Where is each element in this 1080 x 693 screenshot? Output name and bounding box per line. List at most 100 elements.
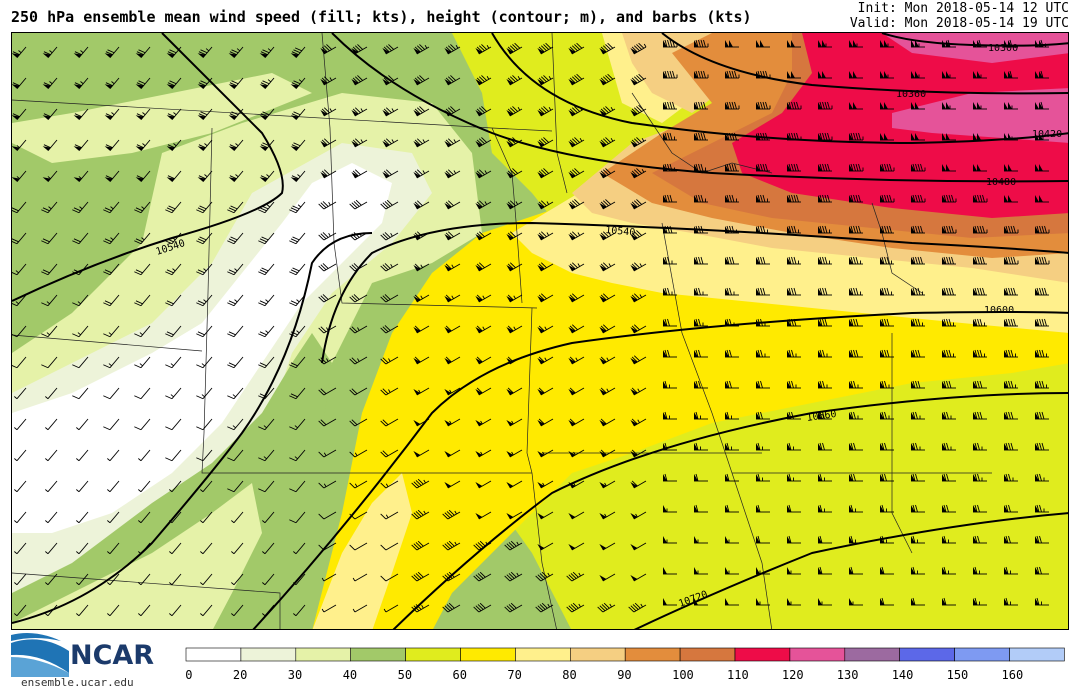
wind-barb [262,542,275,555]
wind-barb [76,542,89,555]
wind-barb [444,75,461,86]
wind-barb [630,511,647,520]
wind-barb [380,232,399,241]
contour-label: 10540 [605,225,636,239]
wind-barb [942,566,956,575]
wind-barb [196,232,213,245]
wind-barb [663,101,677,110]
wind-barb [756,70,771,79]
wind-barb [504,602,523,613]
wind-barb [104,46,120,59]
ncar-swoosh-icon [11,633,69,677]
wind-barb [444,325,461,334]
wind-barb [725,567,739,575]
wind-barb [973,442,987,451]
wind-barb [165,294,182,307]
wind-barb [134,232,151,245]
fill-120-130 [882,33,1068,63]
wind-barb [45,604,58,617]
wind-barb [1004,380,1018,389]
wind-barb [45,449,58,462]
wind-barb [1035,70,1049,79]
wind-barb [537,137,554,148]
wind-barb [41,325,58,338]
wind-barb [165,449,182,462]
wind-barb [12,108,27,121]
wind-barb [14,480,27,493]
wind-barb [849,566,863,575]
wind-barb [444,480,461,489]
wind-barb [227,294,244,307]
wind-barb [973,411,987,420]
political-boundaries [12,33,992,629]
wind-barb [973,164,987,172]
wind-barb [227,201,244,214]
wind-barb [169,573,182,586]
wind-barb [45,418,58,431]
wind-barb [1035,566,1049,575]
wind-barb [537,449,554,458]
wind-barb [380,449,399,458]
logo-url: ensemble.ucar.edu [21,676,134,689]
wind-barb [756,256,770,265]
wind-barb [411,509,430,520]
wind-barb [413,263,430,272]
wind-barb [380,511,399,520]
wind-barb [566,602,585,613]
wind-barb [599,418,616,427]
wind-barb [1004,442,1018,451]
wind-barb [1004,39,1018,48]
wind-barb [973,39,987,48]
wind-barb [537,356,554,365]
wind-barb [1035,349,1049,358]
wind-barb [103,387,120,400]
wind-barb [818,194,832,203]
wind-barb [506,137,523,148]
wind-barb [349,542,368,551]
wind-barb [380,356,399,365]
wind-barb [568,449,585,458]
wind-barb [973,380,987,389]
wind-barb [289,480,306,493]
wind-barb [597,602,616,613]
wind-barb [138,604,151,617]
wind-barb [537,387,554,396]
wind-barb [72,201,89,214]
wind-barb [880,71,894,79]
wind-barb [349,263,368,272]
wind-barb [231,511,244,524]
wind-barb [475,262,492,272]
wind-barb [258,325,275,338]
wind-barb [1004,349,1018,358]
fill-10-20 [12,163,392,533]
wind-barb [197,46,213,59]
wind-barb [293,542,306,555]
wind-barb [880,349,894,358]
wind-barb [694,380,708,389]
wind-barb [599,511,616,520]
wind-barb [694,225,708,234]
wind-barb [973,102,987,110]
wind-barb [1035,195,1049,203]
wind-barb [599,137,616,148]
wind-barb [73,170,89,183]
wind-barb [382,138,399,148]
colorbar-tick-label: 140 [892,668,914,682]
wind-barb [442,571,461,582]
map-panel[interactable]: 10300 10360 10420 10480 10540 10540 1060… [11,32,1069,630]
wind-barb [165,356,182,369]
colorbar-swatch [185,647,242,662]
wind-barb [165,418,182,431]
wind-barb [787,256,801,265]
wind-barb [45,387,58,400]
wind-barb [169,604,182,617]
wind-barb [911,163,926,172]
wind-barb [135,170,151,183]
wind-barb [228,139,244,152]
wind-barb [694,442,708,451]
wind-barb [756,411,770,420]
wind-barb [630,262,647,272]
wind-barb [200,480,213,493]
wind-barb [756,567,770,575]
wind-barb [72,387,89,400]
